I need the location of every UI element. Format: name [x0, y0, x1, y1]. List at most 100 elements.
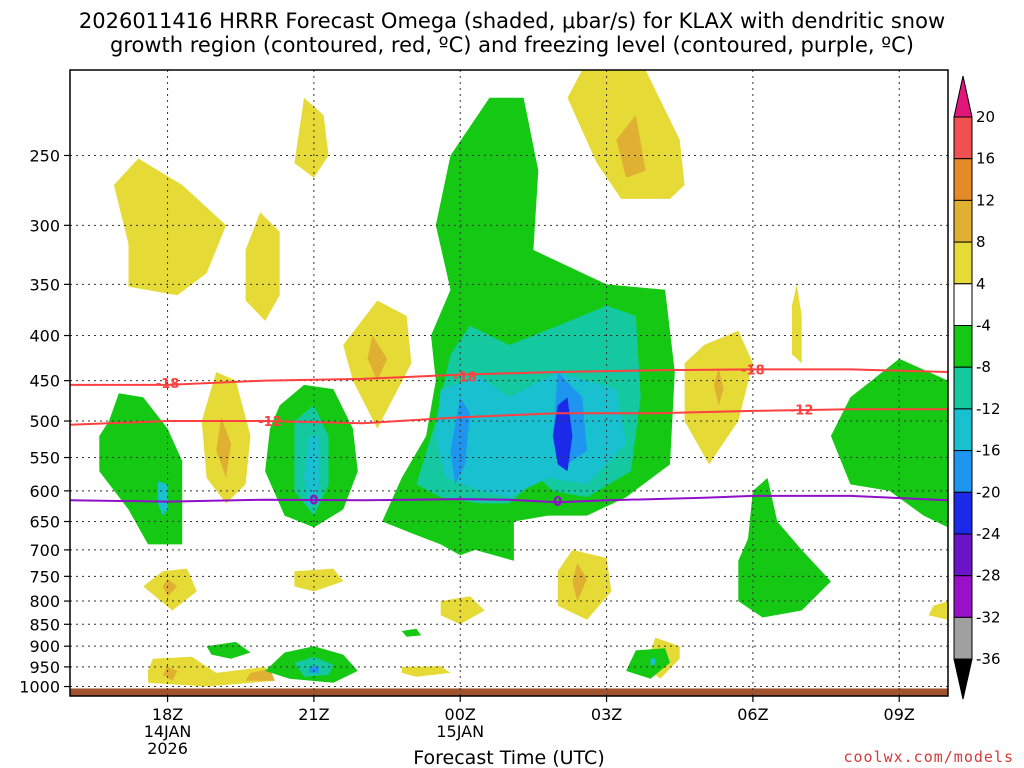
colorbar-label: -8 — [976, 358, 991, 376]
colorbar-label: -16 — [976, 442, 1001, 460]
x-tick-label: 14JAN — [144, 722, 192, 741]
contour-label: 0 — [309, 494, 318, 509]
omega-region-orange-right-29z — [713, 367, 724, 406]
omega-region-green-950-27z — [626, 648, 670, 679]
omega-region-yellow-950-23z — [401, 666, 451, 677]
omega-region-orange-750-18z — [162, 578, 178, 597]
colorbar-label: 20 — [976, 108, 995, 126]
y-tick-label: 850 — [29, 615, 60, 634]
omega-region-yellow-950-18z — [148, 656, 275, 687]
colorbar-bin — [953, 408, 973, 452]
x-tick-label: 15JAN — [436, 722, 484, 741]
contour-line--12 — [69, 408, 948, 426]
x-tick-label: 21Z — [298, 705, 329, 724]
omega-region-yellow-250-21z — [294, 97, 329, 178]
colorbar-label: -12 — [976, 400, 1001, 418]
omega-region-yellow-sliver-31z — [791, 284, 802, 364]
x-tick-label: 18Z — [152, 705, 183, 724]
x-tick-label: 09Z — [884, 705, 915, 724]
colorbar-bin — [953, 616, 973, 660]
omega-region-orange-400-22z — [367, 335, 388, 381]
credit-text: coolwx.com/models — [843, 748, 1014, 766]
colorbar-bin — [953, 283, 973, 326]
omega-region-yellow-800-24z — [440, 596, 485, 625]
y-tick-label: 950 — [29, 658, 60, 677]
contour-label: -12 — [258, 415, 282, 430]
y-tick-label: 300 — [29, 216, 60, 235]
colorbar-label: -32 — [976, 608, 1001, 626]
contour-line-0 — [69, 494, 949, 504]
colorbar-label: 8 — [976, 233, 986, 251]
colorbar-label: 12 — [976, 191, 995, 209]
y-tick-label: 450 — [29, 372, 60, 391]
contour-label: -18 — [741, 363, 765, 378]
omega-region-cyan-left — [157, 481, 168, 516]
omega-region-green-900-19z — [206, 641, 251, 659]
x-tick-label: 2026 — [147, 739, 188, 758]
omega-region-yellow-300-20z — [245, 212, 280, 321]
colorbar-bin — [953, 241, 973, 285]
title: 2026011416 HRRR Forecast Omega (shaded, … — [79, 9, 945, 57]
y-tick-label: 350 — [29, 275, 60, 294]
contour-lines: -18 -18 -18 -12 -12 0 0 — [69, 363, 949, 510]
omega-region-cyan-950-27z — [650, 657, 656, 665]
colorbar-bin — [953, 575, 973, 618]
shaded-fields — [70, 70, 948, 696]
colorbar-bin — [953, 533, 973, 577]
ground-band — [70, 688, 948, 696]
y-tick-label: 650 — [29, 513, 60, 532]
contour-line--18 — [70, 368, 949, 386]
x-tick-label: 06Z — [737, 705, 768, 724]
omega-region-blue-left-center — [450, 397, 470, 485]
x-tick-label: 03Z — [591, 705, 622, 724]
chart-title-line1: 2026011416 HRRR Forecast Omega (shaded, … — [79, 9, 945, 33]
contour-label: -12 — [790, 403, 814, 418]
colorbar-label: -4 — [976, 317, 991, 335]
omega-region-orange-500-19z — [216, 417, 231, 478]
colorbar-label: -20 — [976, 483, 1001, 501]
omega-region-orange-top-center — [616, 115, 646, 178]
omega-region-cyan-21z — [304, 436, 319, 510]
plot-frame — [69, 69, 949, 697]
y-axis: 250 300 350 400 450 500 550 600 650 700 750 800 850 9… — [19, 146, 70, 697]
y-tick-label: 1000 — [19, 678, 60, 697]
contour-label: 0 — [553, 495, 562, 510]
colorbar-label: -28 — [976, 567, 1001, 585]
omega-region-green-870-23z — [401, 628, 422, 637]
y-tick-label: 700 — [29, 541, 60, 560]
x-axis-title: Forecast Time (UTC) — [413, 747, 604, 768]
colorbar-label: 4 — [976, 275, 986, 293]
omega-region-dark-blue-core — [552, 397, 573, 472]
plot-area — [70, 70, 948, 696]
colorbar-bin — [953, 116, 973, 160]
omega-region-yellow-upper-left — [113, 158, 227, 296]
y-tick-label: 500 — [29, 412, 60, 431]
y-tick-label: 550 — [29, 449, 60, 468]
colorbar-bin — [953, 325, 973, 368]
colorbar-bin — [953, 450, 973, 493]
omega-region-blue-950-21z — [309, 666, 319, 673]
omega-region-green-700-30z — [738, 477, 831, 618]
colorbar-label: 16 — [976, 150, 995, 168]
colorbar-bin — [953, 199, 973, 243]
colorbar-bin — [953, 491, 973, 535]
omega-region-yellow-780-21z — [294, 568, 344, 592]
y-tick-label: 250 — [29, 146, 60, 165]
y-tick-label: 800 — [29, 592, 60, 611]
colorbar-label: -36 — [976, 650, 1001, 668]
contour-label: -18 — [156, 377, 180, 392]
chart-title-line2: growth region (contoured, red, ºC) and f… — [110, 33, 914, 57]
omega-region-orange-950-18z — [162, 666, 178, 681]
omega-region-yellow-825-33z — [928, 601, 948, 620]
y-tick-label: 400 — [29, 327, 60, 346]
colorbar: 20 16 12 8 4 -4 -8 -12 -16 -20 -24 -28 -32 -36 — [953, 75, 1001, 700]
x-tick-label: 00Z — [445, 705, 476, 724]
omega-region-green-right-edge — [830, 358, 948, 528]
contour-label: -18 — [453, 370, 477, 385]
grid — [70, 70, 948, 696]
y-tick-label: 900 — [29, 637, 60, 656]
colorbar-top-arrow — [953, 75, 973, 118]
colorbar-bin — [953, 158, 973, 201]
